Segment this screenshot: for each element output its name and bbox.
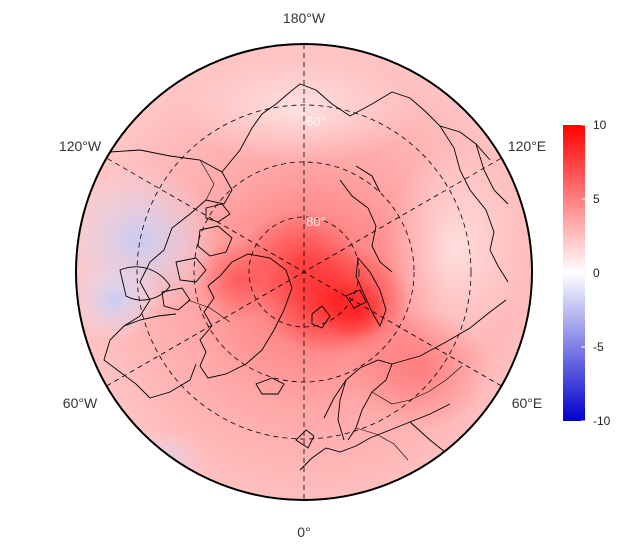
lat-label-outer: 60° bbox=[306, 114, 326, 129]
colorbar-tick-label: 0 bbox=[593, 266, 600, 280]
europe-coast bbox=[299, 403, 451, 471]
alaska-coast bbox=[221, 91, 291, 173]
lon-label-bottom: 0° bbox=[297, 524, 310, 540]
colorbar-tick-label: -5 bbox=[593, 340, 604, 354]
colorbar-ticks: 10 5 0 -5 -10 bbox=[581, 118, 611, 428]
iceland bbox=[255, 377, 285, 395]
lon-label-upper-left: 120°W bbox=[59, 138, 102, 154]
lon-label-top: 180°W bbox=[283, 10, 326, 26]
canadian-archipelago bbox=[197, 225, 233, 257]
novaya-zemlya bbox=[355, 256, 387, 328]
meridian-60w-120e bbox=[106, 157, 502, 387]
colorbar: 10 5 0 -5 -10 bbox=[563, 118, 611, 428]
greenland-coast bbox=[199, 253, 293, 379]
colorbar-gradient bbox=[563, 125, 585, 421]
temperature-anomaly-field bbox=[76, 44, 532, 500]
colorbar-tick-label: 5 bbox=[593, 192, 600, 206]
coastlines bbox=[103, 83, 509, 471]
map-boundary bbox=[75, 43, 533, 501]
graticule bbox=[76, 44, 532, 500]
russia-arctic-coast bbox=[315, 89, 509, 283]
lon-label-lower-left: 60°W bbox=[63, 395, 98, 411]
lat-label-inner: 80° bbox=[306, 214, 326, 229]
lon-label-upper-right: 120°E bbox=[508, 138, 546, 154]
latitude-circle-80 bbox=[248, 216, 360, 328]
colorbar-tick-label: -10 bbox=[593, 414, 611, 428]
colorbar-tick-label: 10 bbox=[593, 118, 607, 132]
latitude-circle-60 bbox=[136, 104, 472, 440]
lon-label-lower-right: 60°E bbox=[512, 395, 543, 411]
north-america-coast bbox=[103, 149, 233, 399]
